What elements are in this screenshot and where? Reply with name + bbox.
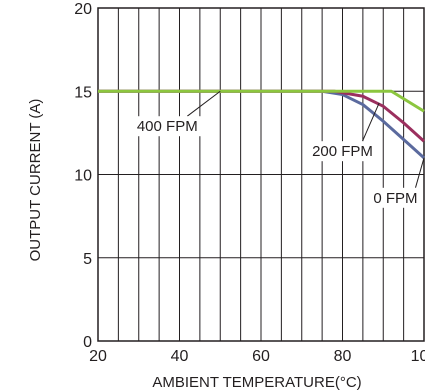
annotation-bg-0-fpm bbox=[370, 187, 420, 208]
plot-frame bbox=[97, 7, 425, 342]
y-tick-label: 15 bbox=[74, 84, 92, 101]
tick-labels: 20 40 60 80 100 0 5 10 15 20 bbox=[74, 1, 425, 365]
annotation-label-200-fpm: 200 FPM bbox=[312, 143, 373, 160]
annotation-label-0-fpm: 0 FPM bbox=[373, 190, 417, 207]
y-axis-title: OUTPUT CURRENT (A) bbox=[27, 99, 44, 262]
annotations: 400 FPM 200 FPM 0 FPM bbox=[133, 90, 425, 208]
annotation-bg-400-fpm bbox=[133, 116, 201, 137]
annotation-leader-0-fpm bbox=[414, 157, 425, 188]
x-axis-title: AMBIENT TEMPERATURE(°C) bbox=[152, 374, 361, 391]
annotation-bg-200-fpm bbox=[309, 141, 376, 162]
series-line-400-fpm bbox=[98, 89, 425, 113]
annotation-leader-200-fpm bbox=[362, 102, 380, 142]
x-tick-label: 40 bbox=[171, 348, 189, 365]
annotation-leader-400-fpm bbox=[186, 90, 221, 117]
x-tick-label: 80 bbox=[334, 348, 352, 365]
y-tick-label: 20 bbox=[74, 1, 92, 18]
x-tick-label: 60 bbox=[252, 348, 270, 365]
x-tick-label: 20 bbox=[89, 348, 107, 365]
y-tick-label: 5 bbox=[83, 251, 92, 268]
y-tick-label: 0 bbox=[83, 334, 92, 351]
y-tick-label: 10 bbox=[74, 168, 92, 185]
series-lines bbox=[98, 89, 425, 159]
x-tick-label: 100 bbox=[411, 348, 425, 365]
annotation-label-400-fpm: 400 FPM bbox=[137, 118, 198, 135]
grid-lines bbox=[97, 7, 425, 342]
